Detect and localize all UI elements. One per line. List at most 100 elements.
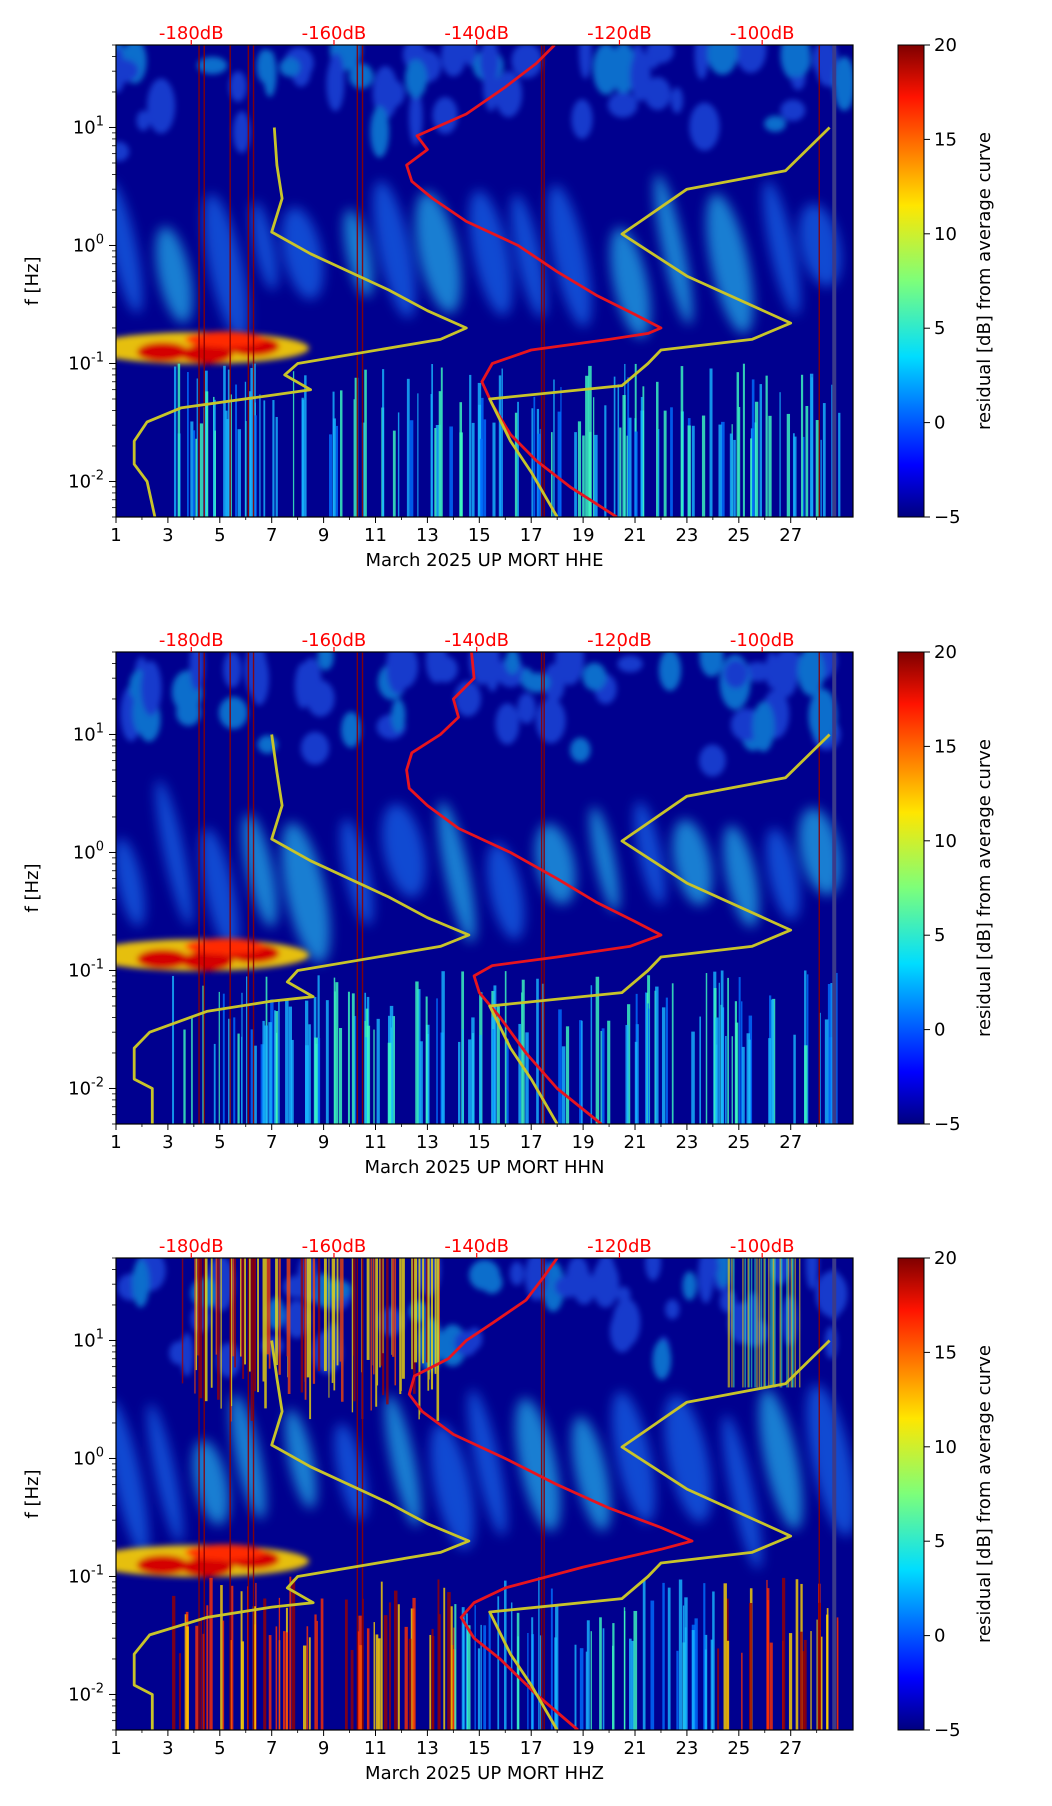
colorbar-label: residual [dB] from average curve xyxy=(974,132,995,430)
yellow-curve-2 xyxy=(132,1340,471,1730)
hf-noise-band xyxy=(120,652,841,777)
gap-band xyxy=(832,45,837,517)
colorbar-tick-label: 20 xyxy=(934,642,957,663)
y-tick-label: 101 xyxy=(73,114,104,138)
y-tick-label: 10-2 xyxy=(68,468,104,492)
x-tick-label: 27 xyxy=(779,525,802,546)
colorbar-tick-label: 20 xyxy=(934,35,957,56)
y-tick-label: 101 xyxy=(73,1327,104,1351)
y-axis-label: f [Hz] xyxy=(22,256,43,305)
spectrogram xyxy=(116,652,853,1124)
top-axis-label: -180dB xyxy=(159,23,224,44)
colorbar-tick-label: −5 xyxy=(934,1114,961,1135)
top-axis-label: -160dB xyxy=(302,23,367,44)
y-tick-label: 10-1 xyxy=(68,1563,104,1587)
y-tick-label: 10-1 xyxy=(68,957,104,981)
x-tick-label: 23 xyxy=(675,525,698,546)
x-tick-label: 11 xyxy=(364,1132,387,1153)
microseism-ridge xyxy=(116,1544,310,1578)
colorbar-label: residual [dB] from average curve xyxy=(974,1345,995,1643)
colorbar: −5 0 5 10 15 20 residual [dB] from average cur… xyxy=(897,642,995,1135)
spectrogram xyxy=(116,45,853,517)
x-tick-label: 15 xyxy=(468,1132,491,1153)
x-tick-label: 7 xyxy=(266,1132,277,1153)
colorbar-tick-label: 0 xyxy=(934,1626,945,1647)
microseism-streaks xyxy=(116,174,842,341)
x-tick-label: 1 xyxy=(110,525,121,546)
gap-lines xyxy=(198,652,820,1124)
x-tick-label: 27 xyxy=(779,1132,802,1153)
gap-band xyxy=(832,652,837,1124)
yellow-curve-3 xyxy=(488,126,831,517)
colorbar: −5 0 5 10 15 20 residual [dB] from average cur… xyxy=(897,35,995,528)
x-tick-label: 21 xyxy=(624,1132,647,1153)
gap-lines xyxy=(198,45,820,517)
x-axis-label: March 2025 UP MORT HHN xyxy=(364,1157,604,1178)
top-axis-label: -140dB xyxy=(444,630,509,651)
y-tick-label: 100 xyxy=(73,232,104,256)
yellow-curve-2 xyxy=(132,127,468,517)
x-axis-label: March 2025 UP MORT HHZ xyxy=(365,1763,604,1784)
y-axis-label: f [Hz] xyxy=(22,1469,43,1518)
colorbar-tick-label: 10 xyxy=(934,1437,957,1458)
x-tick-label: 19 xyxy=(572,1132,595,1153)
microseism-ridge xyxy=(116,331,310,365)
spectrogram xyxy=(116,1258,853,1730)
x-tick-label: 27 xyxy=(779,1738,802,1759)
top-axis-label: -140dB xyxy=(444,1236,509,1257)
colorbar-tick-label: 5 xyxy=(934,1531,945,1552)
x-tick-label: 1 xyxy=(110,1738,121,1759)
colorbar-tick-label: 20 xyxy=(934,1248,957,1269)
top-axis-label: -120dB xyxy=(587,1236,652,1257)
x-tick-label: 23 xyxy=(675,1132,698,1153)
yellow-curve-3 xyxy=(488,1339,831,1730)
y-axis-label: f [Hz] xyxy=(22,863,43,912)
colorbar-gradient xyxy=(897,44,925,518)
microseism-ridge xyxy=(116,938,310,972)
colorbar-gradient xyxy=(897,1257,925,1731)
x-tick-label: 13 xyxy=(416,1738,439,1759)
colorbar-tick-label: 5 xyxy=(934,925,945,946)
hf-noise-band xyxy=(116,45,853,162)
red-curve-1 xyxy=(407,1258,694,1730)
red-curve-1 xyxy=(405,652,663,1124)
x-tick-label: 3 xyxy=(162,525,173,546)
x-tick-label: 7 xyxy=(266,1738,277,1759)
x-tick-label: 15 xyxy=(468,525,491,546)
x-tick-label: 21 xyxy=(624,1738,647,1759)
top-axis-label: -180dB xyxy=(159,1236,224,1257)
y-tick-label: 100 xyxy=(73,839,104,863)
x-tick-label: 25 xyxy=(727,525,750,546)
colorbar-tick-label: 0 xyxy=(934,413,945,434)
x-tick-label: 19 xyxy=(572,525,595,546)
x-axis-label: March 2025 UP MORT HHE xyxy=(366,550,604,571)
x-tick-label: 1 xyxy=(110,1132,121,1153)
colorbar-tick-label: 15 xyxy=(934,129,957,150)
microseism-streaks xyxy=(116,780,842,964)
x-tick-label: 9 xyxy=(318,1132,329,1153)
x-tick-label: 19 xyxy=(572,1738,595,1759)
x-tick-label: 25 xyxy=(727,1738,750,1759)
top-axis-label: -100dB xyxy=(730,23,795,44)
colorbar-gradient xyxy=(897,651,925,1125)
y-tick-label: 10-2 xyxy=(68,1075,104,1099)
x-tick-label: 13 xyxy=(416,1132,439,1153)
colorbar: −5 0 5 10 15 20 residual [dB] from average cur… xyxy=(897,1248,995,1741)
y-tick-label: 10-2 xyxy=(68,1681,104,1705)
colorbar-tick-label: 5 xyxy=(934,318,945,339)
colorbar-tick-label: 10 xyxy=(934,831,957,852)
x-tick-label: 13 xyxy=(416,525,439,546)
y-tick-label: 10-1 xyxy=(68,350,104,374)
x-tick-label: 21 xyxy=(624,525,647,546)
top-axis-label: -160dB xyxy=(302,630,367,651)
x-tick-label: 25 xyxy=(727,1132,750,1153)
x-tick-label: 3 xyxy=(162,1132,173,1153)
colorbar-label: residual [dB] from average curve xyxy=(974,739,995,1037)
top-axis-label: -120dB xyxy=(587,23,652,44)
top-axis-label: -100dB xyxy=(730,630,795,651)
gap-band xyxy=(832,1258,837,1730)
x-tick-label: 5 xyxy=(214,525,225,546)
top-axis-label: -180dB xyxy=(159,630,224,651)
